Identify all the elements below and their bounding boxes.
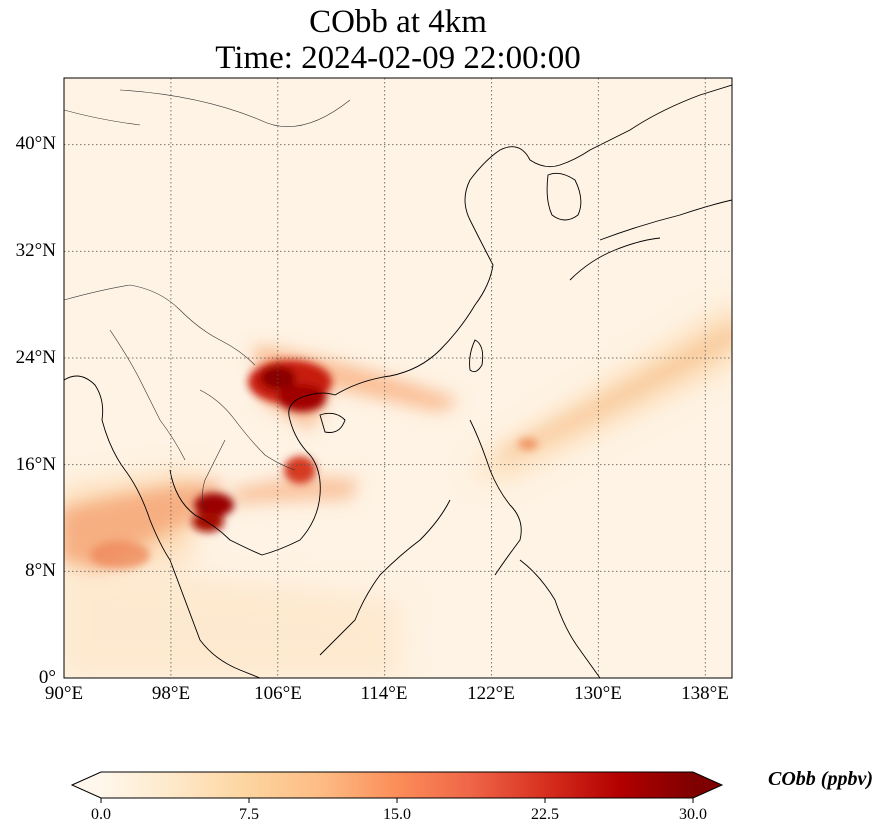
map-title: CObb at 4km xyxy=(309,4,487,40)
y-tick-label: 0° xyxy=(38,667,56,688)
colorbar-label: CObb (ppbv) xyxy=(768,768,873,790)
colorbar-extend-max xyxy=(693,772,722,798)
x-tick-label: 90°E xyxy=(44,683,84,704)
gridlines xyxy=(64,78,732,678)
y-tick-label: 16°N xyxy=(15,454,56,475)
x-tick-label: 106°E xyxy=(254,683,302,704)
coastlines xyxy=(64,84,732,678)
map-frame xyxy=(63,77,733,679)
colorbar-extend-min xyxy=(72,772,101,798)
concentration-field xyxy=(64,78,732,678)
country-borders xyxy=(64,89,351,511)
x-tick-label: 114°E xyxy=(360,683,408,704)
colorbar-tick-marks xyxy=(100,798,694,803)
colorbar xyxy=(70,771,724,803)
x-tick-label: 138°E xyxy=(681,683,729,704)
y-tick-label: 40°N xyxy=(15,133,56,154)
colorbar-tick-label: 15.0 xyxy=(383,806,411,823)
colorbar-tick-label: 7.5 xyxy=(239,806,259,823)
colorbar-tick-label: 0.0 xyxy=(91,806,111,823)
colorbar-gradient xyxy=(101,772,693,798)
colorbar-tick-label: 22.5 xyxy=(531,806,559,823)
x-tick-label: 122°E xyxy=(467,683,515,704)
y-tick-label: 32°N xyxy=(15,240,56,261)
x-tick-label: 98°E xyxy=(151,683,191,704)
colorbar-tick-label: 30.0 xyxy=(679,806,707,823)
map-subtitle-time: Time: 2024-02-09 22:00:00 xyxy=(215,40,581,76)
y-tick-label: 8°N xyxy=(25,560,56,581)
y-tick-label: 24°N xyxy=(15,347,56,368)
x-tick-label: 130°E xyxy=(574,683,622,704)
